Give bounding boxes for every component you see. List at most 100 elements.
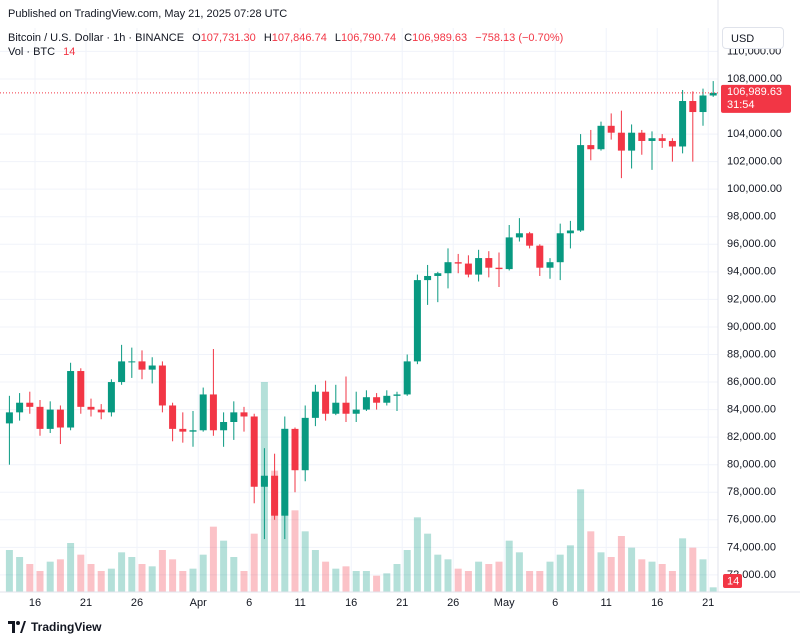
candle-body bbox=[118, 361, 126, 383]
candle-body bbox=[413, 280, 421, 362]
candle-body bbox=[464, 263, 472, 275]
volume-bar bbox=[546, 561, 554, 592]
candle-body bbox=[46, 409, 54, 429]
volume-bar bbox=[26, 564, 34, 592]
x-tick-label: 11 bbox=[600, 597, 611, 609]
candle-body bbox=[67, 371, 75, 428]
candle-body bbox=[230, 412, 238, 423]
volume-value: 14 bbox=[63, 46, 76, 58]
brand-name: TradingView bbox=[31, 620, 102, 634]
candle-body bbox=[689, 101, 697, 113]
candle-body bbox=[260, 475, 268, 487]
candle-body bbox=[291, 428, 299, 471]
candle-body bbox=[301, 417, 309, 471]
x-tick-label: 21 bbox=[396, 597, 408, 609]
y-tick-label: 86,000.00 bbox=[727, 376, 776, 388]
candle-body bbox=[485, 258, 493, 268]
candle-body bbox=[179, 428, 187, 432]
candle-body bbox=[679, 101, 687, 147]
volume-bar bbox=[118, 552, 126, 592]
candle-body bbox=[566, 230, 574, 234]
volume-bar bbox=[566, 545, 574, 592]
c-value: 106,989.63 bbox=[412, 32, 468, 44]
volume-bar bbox=[607, 557, 615, 592]
candle-body bbox=[617, 132, 625, 151]
volume-bar bbox=[464, 571, 472, 592]
currency-button[interactable]: USD bbox=[722, 27, 784, 49]
candle-body bbox=[128, 361, 136, 363]
h-label: H bbox=[263, 32, 272, 44]
candle-body bbox=[322, 391, 330, 414]
volume-bar bbox=[5, 550, 13, 592]
candle-body bbox=[434, 273, 442, 276]
candle-body bbox=[148, 365, 156, 370]
candle-body bbox=[699, 95, 707, 113]
volume-bar bbox=[220, 540, 228, 592]
volume-bar bbox=[189, 568, 197, 592]
volume-bar bbox=[16, 557, 24, 592]
volume-bar bbox=[628, 547, 636, 592]
volume-bar bbox=[169, 559, 177, 592]
x-tick-label: 21 bbox=[702, 597, 714, 609]
y-tick-label: 82,000.00 bbox=[727, 431, 776, 443]
candle-body bbox=[209, 394, 217, 431]
grid bbox=[0, 28, 718, 592]
x-tick-label: 26 bbox=[131, 597, 143, 609]
volume-bar bbox=[87, 564, 95, 592]
candle-body bbox=[26, 402, 34, 407]
volume-bar bbox=[475, 561, 483, 592]
volume-bar bbox=[515, 552, 523, 592]
volume-bar bbox=[495, 561, 503, 592]
candle-body bbox=[56, 409, 64, 428]
candle-body bbox=[658, 138, 666, 141]
volume-bar bbox=[342, 566, 350, 592]
y-tick-label: 94,000.00 bbox=[727, 266, 776, 278]
volume-bar bbox=[383, 573, 391, 592]
candle-body bbox=[250, 416, 258, 487]
volume-bar bbox=[56, 559, 64, 592]
candle-body bbox=[475, 258, 483, 275]
volume-bars bbox=[5, 382, 717, 592]
volume-bar bbox=[158, 550, 166, 592]
volume-bar bbox=[668, 571, 676, 592]
volume-bar bbox=[699, 559, 707, 592]
candle-body bbox=[362, 397, 370, 410]
volume-bar bbox=[679, 538, 687, 592]
volume-bar bbox=[536, 571, 544, 592]
volume-bar bbox=[230, 557, 238, 592]
candle-body bbox=[505, 237, 513, 270]
candle-body bbox=[403, 361, 411, 395]
volume-bar bbox=[424, 533, 432, 592]
candle-body bbox=[220, 422, 228, 431]
volume-bar bbox=[77, 554, 85, 592]
volume-bar bbox=[138, 564, 146, 592]
volume-bar bbox=[638, 559, 646, 592]
volume-badge-label: 14 bbox=[727, 575, 739, 587]
volume-bar bbox=[97, 571, 105, 592]
o-value: 107,731.30 bbox=[200, 32, 256, 44]
candle-body bbox=[373, 397, 381, 403]
candle-body bbox=[648, 138, 656, 141]
countdown: 31:54 bbox=[727, 99, 755, 111]
volume-bar bbox=[67, 543, 75, 592]
l-label: L bbox=[334, 32, 342, 44]
o-label: O bbox=[192, 32, 201, 44]
volume-label: Vol · BTC bbox=[8, 46, 56, 58]
candle-body bbox=[668, 140, 676, 147]
candle-body bbox=[526, 233, 534, 246]
volume-bar bbox=[373, 575, 381, 592]
candle-body bbox=[169, 405, 177, 429]
volume-bar bbox=[332, 568, 340, 592]
volume-bar bbox=[322, 561, 330, 592]
x-tick-label: 16 bbox=[345, 597, 357, 609]
y-tick-label: 102,000.00 bbox=[727, 156, 782, 168]
y-tick-label: 78,000.00 bbox=[727, 486, 776, 498]
h-value: 107,846.74 bbox=[271, 32, 327, 44]
volume-bar bbox=[485, 564, 493, 592]
volume-bar bbox=[597, 552, 605, 592]
candle-body bbox=[597, 125, 605, 150]
candle-body bbox=[628, 132, 636, 151]
volume-bar bbox=[209, 526, 217, 592]
